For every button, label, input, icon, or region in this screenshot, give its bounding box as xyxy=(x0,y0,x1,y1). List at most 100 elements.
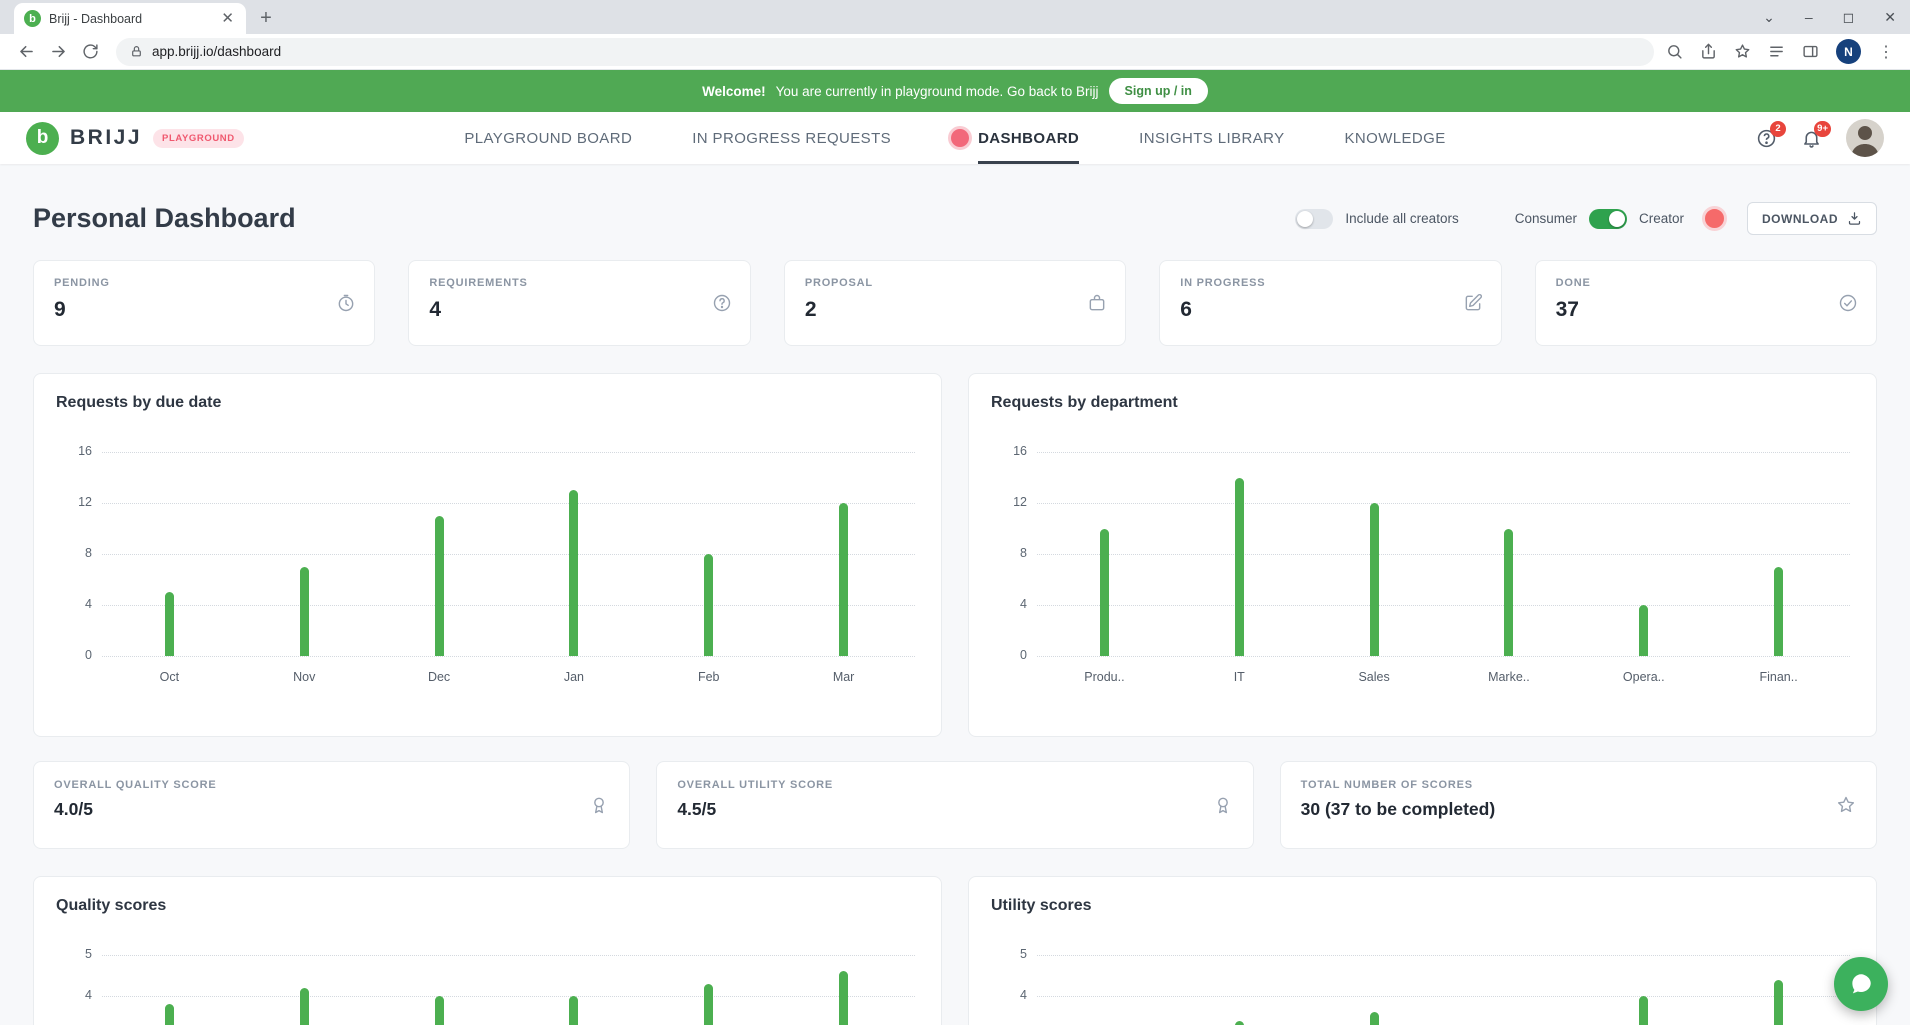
include-all-creators-label: Include all creators xyxy=(1345,211,1459,226)
chart-card-quality-scores: Quality scores 012345OctNovDecJanFebMar xyxy=(33,876,942,1025)
window-menu-chevron-icon[interactable]: ⌄ xyxy=(1763,9,1775,25)
chart-bar xyxy=(569,490,579,656)
side-panel-icon[interactable] xyxy=(1802,43,1819,60)
help-icon xyxy=(1757,129,1776,147)
download-button[interactable]: DOWNLOAD xyxy=(1747,202,1877,235)
chart-bar xyxy=(1234,1020,1244,1025)
stat-card-requirements[interactable]: REQUIREMENTS 4 xyxy=(408,260,751,346)
y-axis-tick: 12 xyxy=(1013,495,1027,509)
stat-card-in-progress[interactable]: IN PROGRESS 6 xyxy=(1159,260,1502,346)
chat-bubble-icon xyxy=(1852,974,1871,994)
share-icon[interactable] xyxy=(1700,43,1717,60)
nav-dashboard[interactable]: DASHBOARD xyxy=(951,112,1080,164)
x-axis-label: Jan xyxy=(563,670,584,684)
bar-chart-quality-scores: 012345OctNovDecJanFebMar xyxy=(56,931,919,1025)
x-axis-label: Feb xyxy=(697,670,720,684)
brijj-logo-icon: b xyxy=(26,121,59,155)
score-value: 4.5/5 xyxy=(677,799,717,819)
user-avatar[interactable] xyxy=(1846,119,1884,157)
dashboard-dot-icon xyxy=(951,129,970,147)
consumer-creator-toggle[interactable] xyxy=(1588,208,1627,229)
maximize-icon[interactable]: ◻ xyxy=(1842,9,1855,25)
forward-icon[interactable] xyxy=(44,38,72,66)
score-card-quality[interactable]: OVERALL QUALITY SCORE 4.0/5 xyxy=(33,761,631,849)
window-close-icon[interactable]: ✕ xyxy=(1884,9,1896,25)
x-axis-label: Sales xyxy=(1358,670,1390,684)
x-axis-label: Nov xyxy=(293,670,316,684)
edit-icon xyxy=(1463,293,1483,313)
browser-toolbar: app.brijj.io/dashboard N ⋮ xyxy=(0,34,1910,70)
y-axis-tick: 4 xyxy=(1020,597,1027,611)
nav-playground-board[interactable]: PLAYGROUND BOARD xyxy=(464,112,632,164)
playground-badge: PLAYGROUND xyxy=(153,128,244,148)
chart-bar xyxy=(1234,477,1244,656)
browser-menu-icon[interactable]: ⋮ xyxy=(1878,43,1894,61)
brand[interactable]: b BRIJJ PLAYGROUND xyxy=(26,121,366,155)
chart-bar xyxy=(1369,503,1379,656)
nav-label: DASHBOARD xyxy=(978,129,1080,147)
gridline xyxy=(1037,955,1850,956)
score-cards-row: OVERALL QUALITY SCORE 4.0/5 OVERALL UTIL… xyxy=(33,761,1877,849)
gridline xyxy=(102,955,915,956)
briefcase-icon xyxy=(1087,293,1107,313)
refresh-icon[interactable] xyxy=(76,38,104,66)
x-axis-label: Oct xyxy=(159,670,180,684)
y-axis-tick: 12 xyxy=(78,495,92,509)
x-axis-label: Opera.. xyxy=(1622,670,1665,684)
address-bar[interactable]: app.brijj.io/dashboard xyxy=(116,37,1654,66)
gridline xyxy=(102,996,915,997)
tab-close-icon[interactable]: ✕ xyxy=(221,10,234,27)
app-header: b BRIJJ PLAYGROUND PLAYGROUND BOARD IN P… xyxy=(0,112,1910,164)
bottom-charts-row: Quality scores 012345OctNovDecJanFebMar … xyxy=(33,876,1877,1025)
stat-label: IN PROGRESS xyxy=(1180,277,1266,289)
sign-up-button[interactable]: Sign up / in xyxy=(1108,78,1208,104)
chart-title: Requests by due date xyxy=(56,394,222,411)
gridline xyxy=(102,452,915,453)
download-label: DOWNLOAD xyxy=(1762,211,1838,226)
y-axis-tick: 4 xyxy=(85,597,92,611)
main-nav: PLAYGROUND BOARD IN PROGRESS REQUESTS DA… xyxy=(366,112,1544,164)
y-axis-tick: 8 xyxy=(85,546,92,560)
chart-bar xyxy=(839,971,849,1025)
bookmark-star-icon[interactable] xyxy=(1734,43,1751,60)
playground-banner: Welcome! You are currently in playground… xyxy=(0,70,1910,112)
stat-card-proposal[interactable]: PROPOSAL 2 xyxy=(783,260,1127,346)
x-axis-label: Mar xyxy=(832,670,855,684)
x-axis-label: Dec xyxy=(427,670,451,684)
search-icon[interactable] xyxy=(1666,43,1683,60)
browser-tab[interactable]: b Brijj - Dashboard ✕ xyxy=(14,3,246,34)
score-card-total[interactable]: TOTAL NUMBER OF SCORES 30 (37 to be comp… xyxy=(1279,761,1877,849)
browser-profile-avatar[interactable]: N xyxy=(1836,39,1861,64)
brijj-logo-text: BRIJJ xyxy=(70,126,143,149)
gridline xyxy=(102,656,915,657)
stat-card-pending[interactable]: PENDING 9 xyxy=(33,260,376,346)
gridline xyxy=(1037,554,1850,555)
help-button[interactable]: 2 xyxy=(1756,120,1786,149)
gridline xyxy=(102,605,915,606)
score-value: 4.0/5 xyxy=(54,799,93,819)
nav-insights-library[interactable]: INSIGHTS LIBRARY xyxy=(1139,112,1284,164)
back-icon[interactable] xyxy=(12,38,40,66)
nav-in-progress-requests[interactable]: IN PROGRESS REQUESTS xyxy=(692,112,891,164)
clock-icon xyxy=(336,293,356,313)
minimize-icon[interactable]: – xyxy=(1804,9,1813,25)
chart-bar xyxy=(1639,605,1649,656)
score-card-utility[interactable]: OVERALL UTILITY SCORE 4.5/5 xyxy=(656,761,1254,849)
chart-bar xyxy=(164,592,174,656)
tab-strip: b Brijj - Dashboard ✕ + ⌄ – ◻ ✕ xyxy=(0,0,1910,34)
chat-widget-button[interactable] xyxy=(1834,957,1888,1011)
include-all-creators-toggle[interactable] xyxy=(1295,208,1334,229)
reading-list-icon[interactable] xyxy=(1768,43,1785,60)
chart-bar xyxy=(1504,528,1514,656)
gridline xyxy=(1037,656,1850,657)
award-icon xyxy=(1213,795,1233,815)
stat-label: PROPOSAL xyxy=(804,277,873,289)
score-label: OVERALL QUALITY SCORE xyxy=(54,779,217,791)
notifications-button[interactable]: 9+ xyxy=(1801,120,1831,149)
nav-knowledge[interactable]: KNOWLEDGE xyxy=(1345,112,1446,164)
chart-title: Requests by department xyxy=(991,394,1178,411)
chart-card-requests-by-department: Requests by department 0 4 8 12 16 Produ.. IT S… xyxy=(968,373,1877,737)
stat-card-done[interactable]: DONE 37 xyxy=(1534,260,1878,346)
chart-bar xyxy=(1639,996,1649,1025)
new-tab-button[interactable]: + xyxy=(260,6,272,29)
